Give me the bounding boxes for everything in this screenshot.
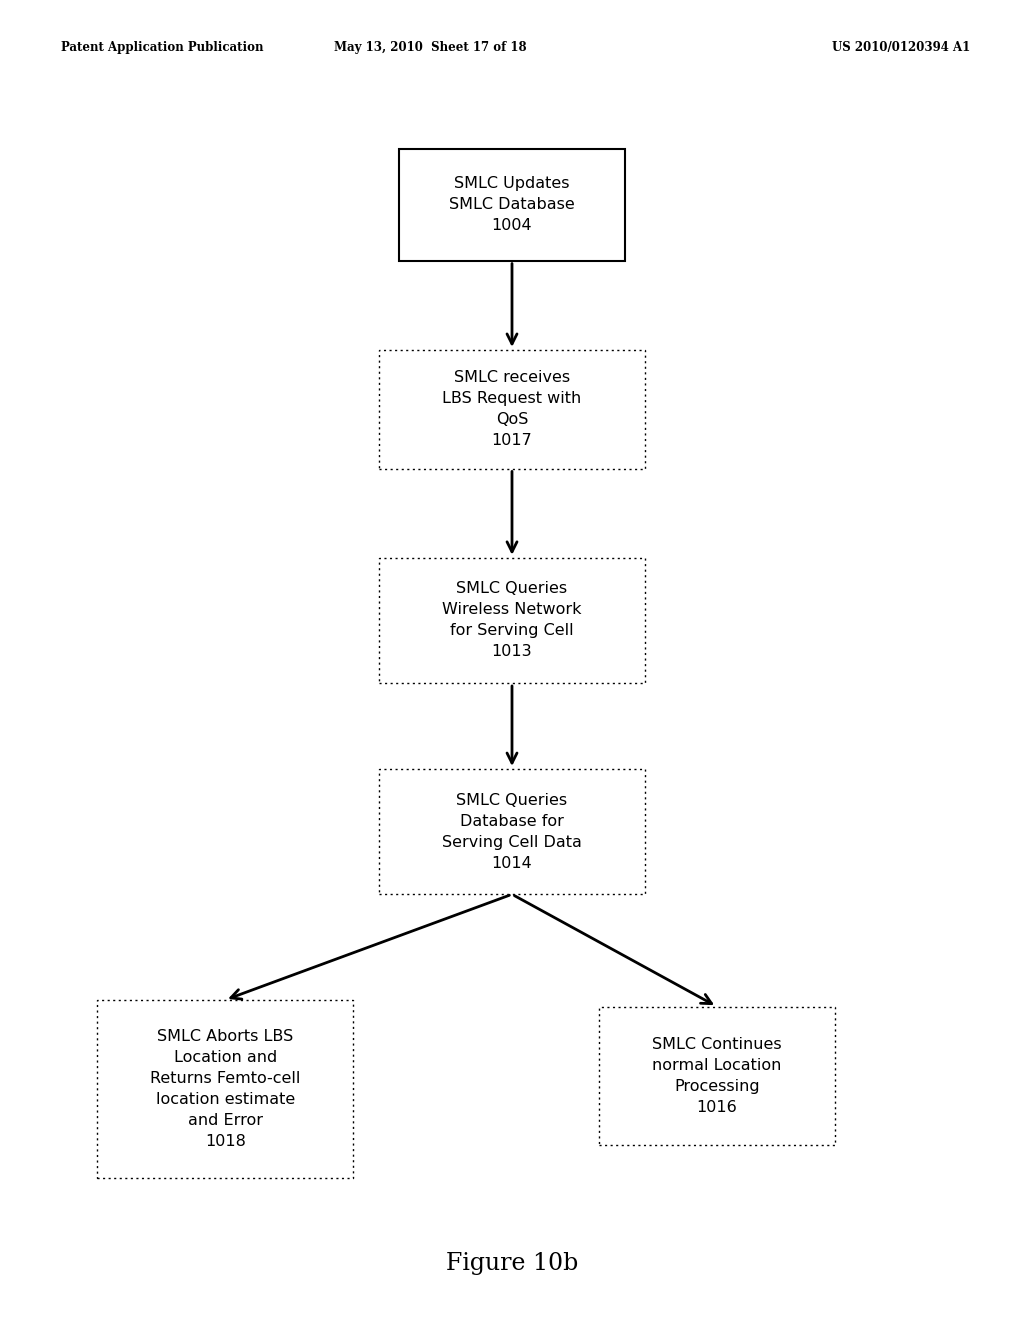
FancyBboxPatch shape [97, 1001, 353, 1179]
Text: May 13, 2010  Sheet 17 of 18: May 13, 2010 Sheet 17 of 18 [334, 41, 526, 54]
FancyBboxPatch shape [399, 149, 625, 261]
FancyBboxPatch shape [379, 768, 645, 895]
Text: SMLC Queries
Database for
Serving Cell Data
1014: SMLC Queries Database for Serving Cell D… [442, 792, 582, 871]
Text: SMLC Aborts LBS
Location and
Returns Femto-cell
location estimate
and Error
1018: SMLC Aborts LBS Location and Returns Fem… [151, 1030, 300, 1148]
Text: SMLC Updates
SMLC Database
1004: SMLC Updates SMLC Database 1004 [450, 176, 574, 234]
Text: US 2010/0120394 A1: US 2010/0120394 A1 [831, 41, 971, 54]
Text: Figure 10b: Figure 10b [445, 1251, 579, 1275]
FancyBboxPatch shape [379, 350, 645, 469]
FancyBboxPatch shape [599, 1006, 835, 1144]
Text: Patent Application Publication: Patent Application Publication [61, 41, 264, 54]
Text: SMLC receives
LBS Request with
QoS
1017: SMLC receives LBS Request with QoS 1017 [442, 370, 582, 449]
Text: SMLC Queries
Wireless Network
for Serving Cell
1013: SMLC Queries Wireless Network for Servin… [442, 581, 582, 660]
Text: SMLC Continues
normal Location
Processing
1016: SMLC Continues normal Location Processin… [652, 1036, 781, 1115]
FancyBboxPatch shape [379, 557, 645, 682]
